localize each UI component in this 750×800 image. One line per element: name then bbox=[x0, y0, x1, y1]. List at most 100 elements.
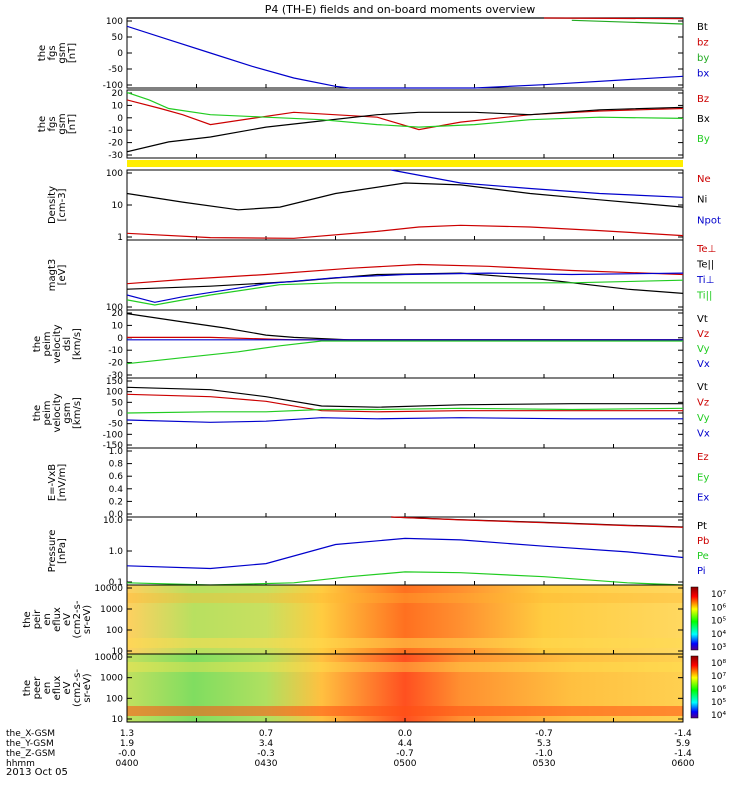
x-axis-value: -0.7 bbox=[535, 729, 553, 739]
y-tick-label: -30 bbox=[108, 371, 123, 381]
figure-title: P4 (TH-E) fields and on-board moments ov… bbox=[265, 3, 536, 16]
panel-bfield_zoom: 20 10 0 -10 -20 -30 the fgs gsm [nT] Bz Bx By bbox=[37, 89, 710, 161]
legend-entry: bx bbox=[697, 69, 709, 80]
legend-entry: Npot bbox=[697, 215, 721, 226]
colorbar-tick-label: 10⁷ bbox=[711, 590, 726, 600]
panel-frame bbox=[126, 447, 684, 518]
legend-entry: By bbox=[697, 134, 710, 145]
y-tick-label: 50 bbox=[112, 398, 124, 408]
y-tick-label: 10 bbox=[112, 647, 124, 657]
x-axis-value: 0400 bbox=[116, 759, 139, 769]
x-axis-value: -0.3 bbox=[257, 749, 275, 759]
y-axis-label: [eV] bbox=[57, 265, 68, 286]
x-axis-row-label: the_X-GSM bbox=[6, 729, 55, 739]
y-tick-label: 20 bbox=[112, 89, 124, 99]
y-axis-label: eV bbox=[62, 681, 73, 694]
colorbar-tick-label: 10⁸ bbox=[711, 659, 726, 669]
y-axis-label: eV bbox=[62, 613, 73, 626]
series-line-bz bbox=[543, 17, 684, 20]
y-axis-label: velocity bbox=[52, 324, 63, 363]
colorbar-tick-label: 10³ bbox=[711, 643, 726, 653]
y-axis-label: the bbox=[32, 405, 43, 421]
y-tick-label: 150 bbox=[106, 377, 123, 387]
panel-efield: 1.0 0.8 0.6 0.4 0.2 0.0 E=-VxB [mV/m] Ez Ey Ex bbox=[47, 447, 709, 520]
colorbar-tick-label: 10⁶ bbox=[711, 685, 726, 695]
y-axis-label: gsm bbox=[62, 402, 73, 423]
series-line-bx bbox=[126, 25, 684, 89]
series-line-Pi bbox=[126, 537, 684, 570]
y-tick-label: 100 bbox=[106, 303, 123, 313]
y-axis-label: [nPa] bbox=[57, 538, 68, 564]
y-tick-label: 0.4 bbox=[109, 485, 124, 495]
series-line-By bbox=[126, 91, 684, 128]
spectrogram-band bbox=[127, 593, 683, 603]
legend-entry: Vy bbox=[697, 344, 710, 355]
y-axis-label: sr-eV) bbox=[82, 673, 93, 702]
series-line-Vy bbox=[126, 340, 683, 365]
y-axis-label: (cm2-s- bbox=[72, 669, 83, 707]
legend-entry: Ti|| bbox=[696, 291, 712, 302]
legend-entry: Ez bbox=[697, 452, 709, 463]
y-axis-label: [cm-3] bbox=[57, 188, 68, 221]
y-axis-label: [mV/m] bbox=[57, 464, 68, 502]
legend-entry: Bt bbox=[697, 22, 708, 33]
series-line-Vx bbox=[126, 417, 683, 423]
series-line-Ni bbox=[126, 182, 684, 211]
y-axis-label: eflux bbox=[52, 676, 63, 701]
series-line-Pe bbox=[126, 571, 684, 586]
y-tick-label: 1000 bbox=[100, 605, 123, 615]
x-axis-value: 3.4 bbox=[259, 739, 274, 749]
series-line-Vt bbox=[126, 313, 683, 341]
y-axis-label: the bbox=[32, 336, 43, 352]
legend-entry: Ey bbox=[697, 472, 709, 483]
y-tick-label: -10 bbox=[108, 346, 123, 356]
y-tick-label: 10.0 bbox=[103, 516, 123, 526]
y-axis-label: en bbox=[42, 613, 53, 626]
x-axis-value: 1.3 bbox=[120, 729, 134, 739]
y-axis-label: magt3 bbox=[47, 259, 58, 292]
colorbar-tick-label: 10⁵ bbox=[711, 698, 726, 708]
y-tick-label: 100 bbox=[106, 17, 123, 27]
y-tick-label: 100 bbox=[106, 694, 123, 704]
series-line-by bbox=[571, 19, 684, 25]
y-axis-label: fgs bbox=[47, 45, 58, 60]
panel-velocity_dsl: 20 10 0 -10 -20 -30 the peim velocity dsl [km/s] Vt… bbox=[32, 309, 710, 381]
x-axis-row-label: the_Z-GSM bbox=[6, 749, 55, 759]
panel-temperature: 100 magt3 [eV] Te⊥ Te|| Ti⊥ Ti|| bbox=[47, 239, 716, 313]
legend-entry: Pb bbox=[697, 536, 709, 547]
y-tick-label: 1 bbox=[117, 233, 123, 243]
x-axis-value: 0.7 bbox=[259, 729, 273, 739]
y-tick-label: 50 bbox=[112, 33, 124, 43]
x-axis-value: 5.3 bbox=[537, 739, 551, 749]
legend-entry: Pt bbox=[697, 521, 707, 532]
x-axis-value: -0.7 bbox=[396, 749, 414, 759]
panel-electron_spectrogram: 10⁸ 10⁷ 10⁶ 10⁵ 10⁴ 10000 1000 100 10 the peer en ef… bbox=[22, 653, 726, 725]
colorbar-tick-label: 10⁷ bbox=[711, 672, 726, 682]
y-axis-label: sr-eV) bbox=[82, 605, 93, 634]
x-axis-value: -1.4 bbox=[674, 749, 692, 759]
panel-frame bbox=[126, 516, 684, 586]
colorbar-tick-label: 10⁶ bbox=[711, 603, 726, 613]
y-axis-label: Density bbox=[47, 186, 58, 224]
panel-bfield_dsl: 100 50 0 -50 -100 the fgs gsm [nT] Bt bz by bx bbox=[37, 17, 709, 91]
x-axis-row-label: the_Y-GSM bbox=[6, 739, 54, 749]
date-label: 2013 Oct 05 bbox=[6, 767, 68, 778]
panel-density: 100 10 1 Density [cm-3] Ne Ni Npot bbox=[47, 169, 721, 243]
y-tick-label: 10000 bbox=[94, 584, 123, 594]
y-tick-label: 1.0 bbox=[109, 547, 124, 557]
y-axis-label: peir bbox=[32, 609, 43, 629]
quality-flag-bar bbox=[127, 160, 683, 167]
y-tick-label: 0 bbox=[117, 334, 123, 344]
y-axis-label: gsm bbox=[57, 113, 68, 134]
y-tick-label: 1.0 bbox=[109, 447, 124, 457]
series-line-Te⊥ bbox=[126, 263, 684, 285]
legend-entry: Ex bbox=[697, 493, 709, 504]
legend-entry: Te⊥ bbox=[696, 244, 716, 255]
legend-entry: Pi bbox=[697, 566, 706, 577]
panel-frame bbox=[126, 309, 684, 379]
legend-entry: Te|| bbox=[696, 260, 714, 271]
legend-entry: Vz bbox=[697, 329, 709, 340]
y-tick-label: 0 bbox=[117, 409, 123, 419]
